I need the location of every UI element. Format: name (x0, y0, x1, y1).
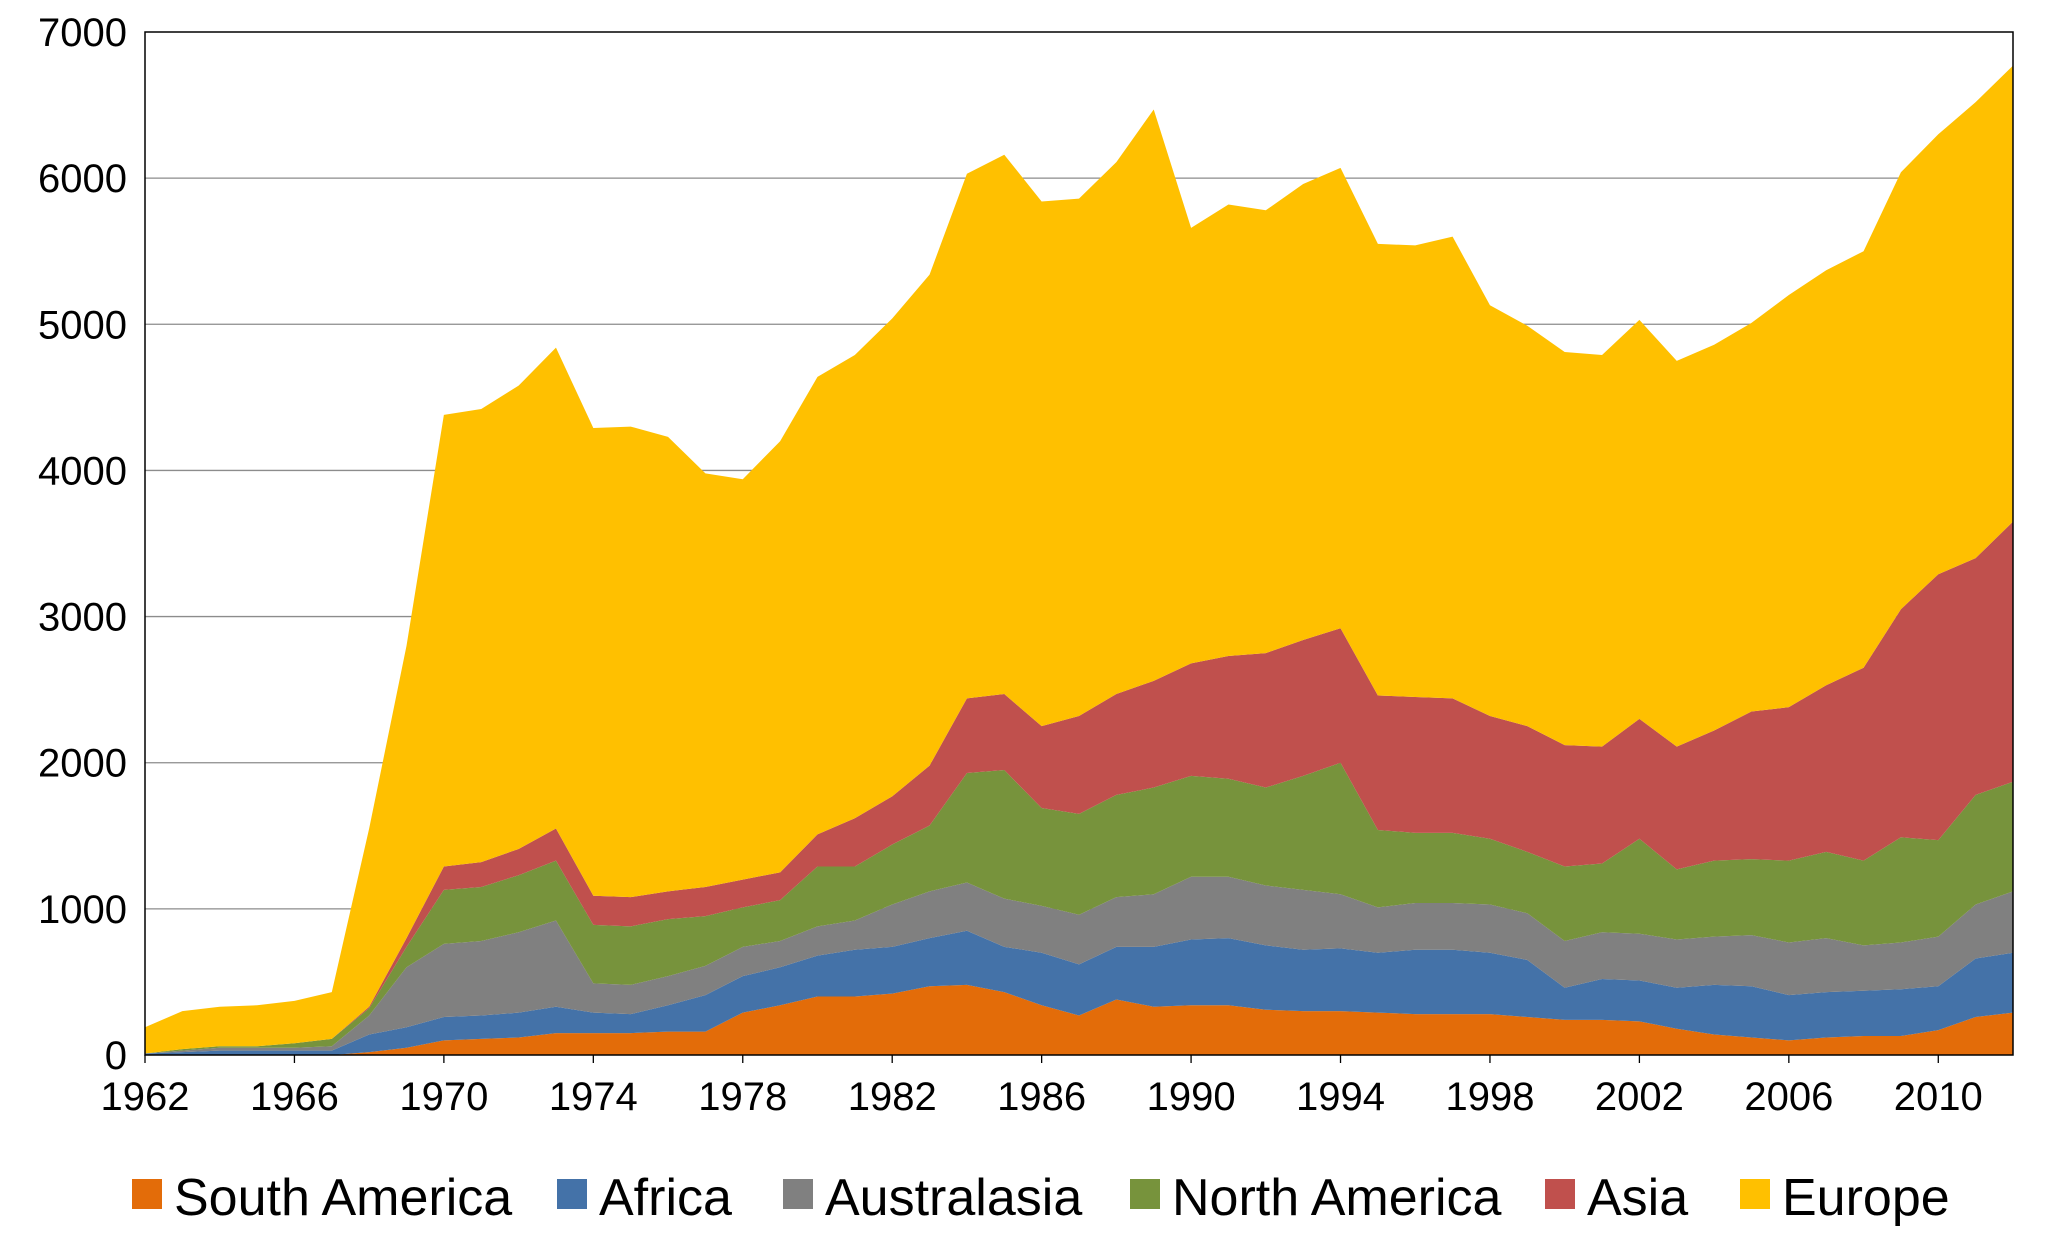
x-tick-label: 1974 (549, 1075, 638, 1119)
x-tick-label: 1986 (997, 1075, 1086, 1119)
legend-swatch-south-america (132, 1179, 162, 1209)
x-tick-label: 1978 (698, 1075, 787, 1119)
legend-label: North America (1172, 1169, 1502, 1227)
legend: South America Africa Australasia North Amer… (132, 1169, 1950, 1227)
x-tick-label: 1970 (399, 1075, 488, 1119)
area-south-america (145, 984, 2013, 1055)
x-tick-label: 1982 (848, 1075, 937, 1119)
area-europe (145, 65, 2013, 1054)
legend-swatch-north-america (1130, 1179, 1160, 1209)
area-series-group (145, 65, 2013, 1055)
area-north-america (145, 762, 2013, 1054)
legend-label: Australasia (825, 1169, 1082, 1227)
x-tick-label: 2002 (1595, 1075, 1684, 1119)
x-tick-label: 1962 (101, 1075, 190, 1119)
y-tick-label: 5000 (38, 303, 127, 347)
legend-swatch-europe (1740, 1179, 1770, 1209)
area-asia (145, 521, 2013, 1054)
x-tick-label: 1966 (250, 1075, 339, 1119)
legend-label: Asia (1587, 1169, 1688, 1227)
legend-swatch-australasia (783, 1179, 813, 1209)
legend-label: Europe (1782, 1169, 1950, 1227)
legend-swatch-asia (1545, 1179, 1575, 1209)
x-tick-label: 1994 (1296, 1075, 1385, 1119)
y-axis-tick-labels: 0 1000 2000 3000 4000 5000 6000 7000 (38, 11, 127, 1078)
y-tick-label: 7000 (38, 11, 127, 55)
y-tick-label: 3000 (38, 596, 127, 640)
x-tick-label: 2006 (1744, 1075, 1833, 1119)
x-tick-label: 2010 (1894, 1075, 1983, 1119)
y-tick-label: 4000 (38, 449, 127, 493)
x-tick-label: 1990 (1147, 1075, 1236, 1119)
y-tick-label: 0 (105, 1034, 127, 1078)
legend-label: South America (174, 1169, 512, 1227)
x-tick-label: 1998 (1445, 1075, 1534, 1119)
area-australasia (145, 876, 2013, 1054)
x-axis-tick-labels: 1962 1966 1970 1974 1978 1982 1986 1990 1994 1998… (101, 1055, 1983, 1119)
legend-label: Africa (599, 1169, 732, 1227)
plot-frame (144, 31, 2014, 1056)
y-tick-label: 2000 (38, 742, 127, 786)
y-tick-label: 1000 (38, 888, 127, 932)
legend-swatch-africa (557, 1179, 587, 1209)
y-tick-label: 6000 (38, 157, 127, 201)
area-africa (145, 930, 2013, 1055)
